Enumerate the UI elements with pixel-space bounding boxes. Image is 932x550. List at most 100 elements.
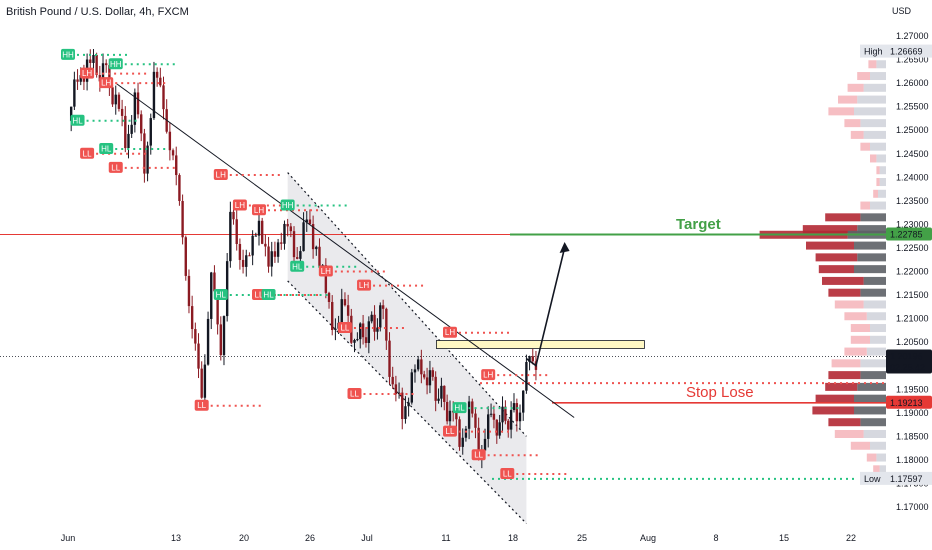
candle-body <box>92 54 95 63</box>
candle-body <box>331 301 334 330</box>
candle-body <box>89 59 92 63</box>
arrow-head-icon <box>559 241 570 253</box>
candle-body <box>385 308 388 341</box>
candle-body <box>420 359 423 375</box>
candle-body <box>379 305 382 328</box>
volume-bar-down <box>834 300 864 309</box>
candle-body <box>175 155 178 176</box>
pivot-label: LL <box>474 451 483 460</box>
time-tick-label: Jul <box>361 533 373 543</box>
price-tick-label: 1.18000 <box>896 455 929 465</box>
pivot-label: LL <box>255 291 264 300</box>
volume-bar-up <box>857 382 886 391</box>
price-axis-bg <box>886 0 932 550</box>
pivot-badge <box>213 168 228 180</box>
pivot-ll: LL <box>471 449 539 461</box>
candle-body <box>315 246 318 250</box>
candle-body <box>130 124 133 134</box>
candle-body <box>108 65 111 88</box>
pivot-label: LL <box>350 389 359 398</box>
pivot-badge <box>232 199 247 211</box>
candle-body <box>159 77 162 86</box>
pivot-ll: LL <box>108 161 176 173</box>
candle-body <box>267 246 270 267</box>
target-price-tag <box>886 227 932 241</box>
volume-bar-up <box>854 406 886 415</box>
pivot-label: HH <box>62 50 74 59</box>
volume-bar-down <box>825 213 861 222</box>
pivot-ll: LL <box>337 322 405 334</box>
price-tick-label: 1.27000 <box>896 31 929 41</box>
pivot-badge <box>471 449 486 461</box>
time-tick-label: 15 <box>779 533 789 543</box>
candle-body <box>525 361 528 391</box>
symbol-title[interactable]: British Pound / U.S. Dollar, 4h, FXCM <box>6 6 189 18</box>
candle-body <box>241 259 245 267</box>
volume-bar-up <box>860 359 886 368</box>
candle-body <box>149 118 152 146</box>
candle-body <box>343 299 347 306</box>
pivot-label: HL <box>72 116 83 125</box>
volume-bar-up <box>863 130 886 139</box>
candle-body <box>391 376 394 385</box>
candle-body <box>504 406 507 421</box>
pivot-ll: LL <box>500 468 568 480</box>
volume-bar-up <box>860 371 886 380</box>
candle-body <box>254 235 258 237</box>
stop-price-value: 1.19213 <box>890 398 923 408</box>
candle-body <box>213 272 216 292</box>
low-label: Low <box>864 474 881 484</box>
low-value: 1.17597 <box>890 474 923 484</box>
pivot-ll: LL <box>194 399 262 411</box>
current-price-countdown: 02:25:42 <box>890 362 925 372</box>
volume-bar-down <box>857 72 870 81</box>
candle-body <box>318 246 321 266</box>
volume-bar-down <box>844 347 867 356</box>
candle-body <box>327 292 331 302</box>
price-axis[interactable]: 1.170001.175001.180001.185001.190001.195… <box>860 0 932 550</box>
channel-lower-line <box>287 280 527 524</box>
volume-bar-up <box>879 465 886 474</box>
pivot-label: LL <box>111 163 120 172</box>
pivot-label: LL <box>446 427 455 436</box>
candle-body <box>489 413 493 415</box>
candle-body <box>458 419 461 447</box>
candle-body <box>443 385 446 402</box>
volume-bar-up <box>866 312 886 321</box>
pivot-badge <box>99 77 114 89</box>
candle-body <box>229 211 232 262</box>
candle-body <box>407 402 410 407</box>
volume-bar-up <box>876 453 886 462</box>
volume-bar-down <box>802 225 858 234</box>
candle-body <box>257 220 261 236</box>
price-tick-label: 1.26500 <box>896 55 929 65</box>
time-axis[interactable]: Jun 13 20 26 Jul 11 18 25 Aug 8 15 22 <box>61 533 856 543</box>
volume-bar-up <box>863 429 886 438</box>
time-tick-label: 26 <box>305 533 315 543</box>
pivot-ll: LL <box>443 425 510 437</box>
price-tick-label: 1.19000 <box>896 408 929 418</box>
candle-body <box>518 412 522 422</box>
volume-bar-up <box>863 276 886 285</box>
candle-body <box>245 255 248 267</box>
price-tick-label: 1.25500 <box>896 102 929 112</box>
candle-body <box>528 356 531 362</box>
pivot-badge <box>357 279 372 291</box>
candle-body <box>101 63 105 82</box>
pivot-label: LH <box>483 371 493 380</box>
candle-body <box>464 428 468 438</box>
candle-body <box>210 272 213 319</box>
price-tick-label: 1.20500 <box>896 337 929 347</box>
pivot-badge <box>252 204 266 216</box>
volume-bar-up <box>870 72 886 81</box>
candle-body <box>471 401 474 414</box>
pivot-label: LH <box>216 170 226 179</box>
volume-bar-down <box>873 189 878 198</box>
channel-upper-line <box>287 172 527 437</box>
candle-body <box>512 403 516 411</box>
price-tick-label: 1.24500 <box>896 149 929 159</box>
pivot-label: LH <box>82 69 92 78</box>
candle-body <box>376 327 379 332</box>
candle-body <box>507 420 510 430</box>
